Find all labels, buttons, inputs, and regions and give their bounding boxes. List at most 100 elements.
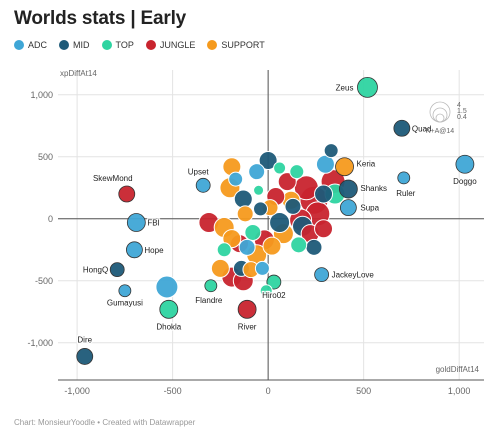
data-point[interactable] <box>252 201 268 217</box>
x-tick-label: 500 <box>356 386 371 396</box>
size-legend-value: 0.4 <box>457 114 467 121</box>
data-points <box>76 76 475 365</box>
chart-footer: Chart: MonsieurYoodle • Created with Dat… <box>14 418 196 427</box>
point-label-river: River <box>238 322 257 331</box>
data-point[interactable] <box>323 143 339 159</box>
legend-swatch-adc <box>14 40 24 50</box>
x-axis-label: goldDiffAt14 <box>436 365 480 374</box>
data-point-flandre[interactable] <box>204 279 218 293</box>
point-label-doggo: Doggo <box>453 177 477 186</box>
data-point-supa[interactable] <box>339 199 357 217</box>
legend-swatch-support <box>207 40 218 50</box>
legend-swatch-mid <box>59 40 70 50</box>
data-point[interactable] <box>254 260 270 276</box>
point-label-skewmond: SkewMond <box>93 174 133 183</box>
y-axis-label: xpDiffAt14 <box>60 69 97 78</box>
data-point[interactable] <box>238 238 256 256</box>
data-point[interactable] <box>216 242 232 258</box>
data-point-gumayusi[interactable] <box>118 284 132 298</box>
data-point-river[interactable] <box>237 299 257 319</box>
point-labels: Zeus Quad Doggo Ruler Keria Shanks Supa JackeyL… <box>76 82 478 345</box>
data-point[interactable] <box>289 164 305 180</box>
point-label-dire: Dire <box>77 335 92 344</box>
data-point-hongq[interactable] <box>109 262 125 278</box>
point-label-hongq: HongQ <box>83 266 108 275</box>
legend-label-jungle: JUNGLE <box>159 40 196 50</box>
legend: ADC MID TOP JUNGLE SUPPORT <box>14 40 265 50</box>
data-point-dhokla[interactable] <box>159 299 179 319</box>
data-point[interactable] <box>236 205 254 223</box>
data-point-skewmond[interactable] <box>118 185 136 203</box>
data-point[interactable] <box>210 258 230 278</box>
size-legend-circle <box>435 113 445 123</box>
data-point[interactable] <box>314 219 334 239</box>
legend-item-jungle[interactable]: JUNGLE <box>145 40 196 50</box>
size-legend-value: 4 <box>457 102 461 109</box>
data-point[interactable] <box>248 163 266 181</box>
y-tick-label: -1,000 <box>27 338 53 348</box>
legend-label-top: TOP <box>115 40 134 50</box>
point-label-hiro02: Hiro02 <box>262 291 286 300</box>
data-point-fbi[interactable] <box>126 213 146 232</box>
data-point-zeus[interactable] <box>357 76 378 98</box>
data-point[interactable] <box>314 184 334 204</box>
x-tick-label: -1,000 <box>64 386 90 396</box>
legend-item-top[interactable]: TOP <box>101 40 134 50</box>
axes: 1,000 500 0 -500 -1,000 -1,000 -500 0 500 1,000 <box>27 70 484 396</box>
legend-item-mid[interactable]: MID <box>59 40 90 50</box>
data-point-doggo[interactable] <box>455 154 475 174</box>
point-label-upset: Upset <box>188 167 210 176</box>
data-point[interactable] <box>244 223 262 241</box>
y-tick-label: 0 <box>48 214 53 224</box>
point-label-jackeylove: JackeyLove <box>332 271 375 280</box>
data-point[interactable] <box>259 284 273 298</box>
data-point-keria[interactable] <box>335 157 354 177</box>
chart-title: Worlds stats | Early <box>14 8 187 29</box>
data-point-ruler[interactable] <box>397 171 411 185</box>
point-label-shanks: Shanks <box>360 184 387 193</box>
legend-swatch-top <box>101 40 112 50</box>
y-tick-label: 500 <box>38 152 53 162</box>
x-tick-label: 1,000 <box>448 386 471 396</box>
point-label-hope: Hope <box>144 246 164 255</box>
legend-label-support: SUPPORT <box>221 40 265 50</box>
data-point-jackeylove[interactable] <box>314 267 330 283</box>
data-point[interactable] <box>269 212 291 234</box>
data-point-hope[interactable] <box>126 241 143 259</box>
point-label-zeus: Zeus <box>336 83 354 92</box>
legend-swatch-jungle <box>145 40 156 50</box>
data-point-shanks[interactable] <box>338 179 358 199</box>
legend-item-adc[interactable]: ADC <box>14 40 47 50</box>
legend-label-adc: ADC <box>28 40 48 50</box>
x-tick-label: 0 <box>266 386 271 396</box>
size-legend: 41.50.4K+A@14 <box>426 101 467 135</box>
point-label-supa: Supa <box>360 204 379 213</box>
legend-item-support[interactable]: SUPPORT <box>207 40 265 50</box>
size-legend-circle <box>429 101 451 123</box>
data-point[interactable] <box>233 189 253 209</box>
point-label-ruler: Ruler <box>396 189 415 198</box>
data-point[interactable] <box>253 184 265 196</box>
point-label-dhokla: Dhokla <box>156 322 181 331</box>
point-label-fbi: FBI <box>147 219 159 228</box>
point-label-flandre: Flandre <box>195 296 223 305</box>
data-point[interactable] <box>262 236 282 256</box>
data-point-dire[interactable] <box>76 348 94 365</box>
y-tick-label: -500 <box>35 276 53 286</box>
data-point[interactable] <box>273 161 287 175</box>
legend-label-mid: MID <box>73 40 90 50</box>
size-legend-circle <box>432 107 448 123</box>
data-point-hiro02[interactable] <box>266 274 282 290</box>
data-point[interactable] <box>228 171 244 187</box>
x-tick-label: -500 <box>164 386 182 396</box>
data-point[interactable] <box>155 275 179 299</box>
point-label-keria: Keria <box>357 160 376 169</box>
data-point[interactable] <box>305 238 323 256</box>
data-point[interactable] <box>284 197 302 215</box>
data-point[interactable] <box>258 151 278 171</box>
data-point-quad[interactable] <box>393 119 411 137</box>
data-point-upset[interactable] <box>195 177 211 193</box>
point-label-quad: Quad <box>412 124 432 133</box>
data-point[interactable] <box>290 236 308 254</box>
